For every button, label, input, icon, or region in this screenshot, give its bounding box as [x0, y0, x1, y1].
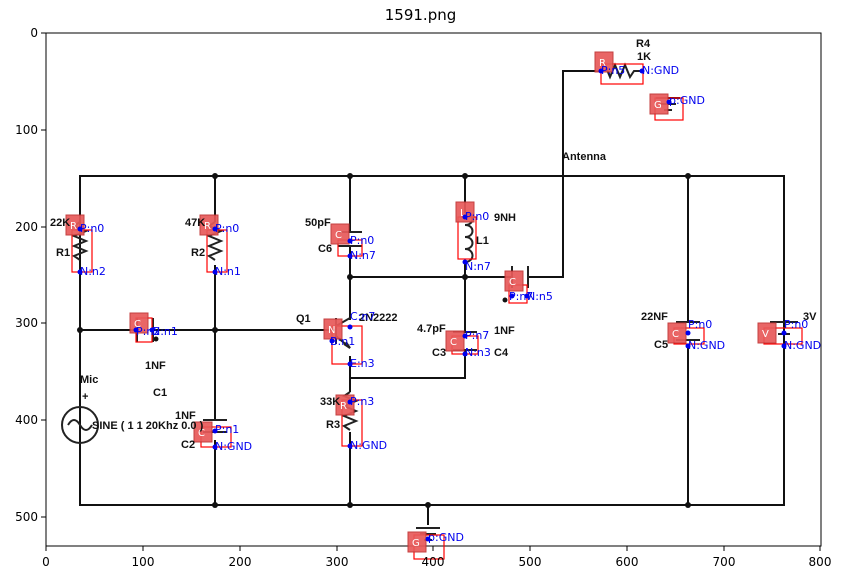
y-tick-200: 200: [15, 220, 38, 234]
badge-v: V: [762, 329, 769, 340]
badge-c6: C: [335, 230, 342, 241]
label-r3-val: 33K: [320, 396, 340, 408]
pin-c1-n: N:n1: [152, 325, 178, 338]
pin-c6-n: N:n7: [350, 249, 376, 262]
label-q1: Q1: [296, 313, 311, 325]
pin-c6-p: P:n0: [350, 234, 374, 247]
pin-r4-n: N:GND: [642, 64, 679, 77]
badge-r3: R: [340, 401, 347, 412]
type-badges: R R C L C N C C C V C R R G G: [65, 51, 777, 553]
badge-c7: C: [509, 277, 516, 288]
badge-c3: C: [450, 337, 457, 348]
junction-dots: [77, 173, 691, 508]
pin-v-n: N:GND: [784, 339, 821, 352]
y-tick-0: 0: [30, 26, 38, 40]
y-tick-500: 500: [15, 510, 38, 524]
label-c3-val: 4.7pF: [417, 323, 446, 335]
pin-c4-p: P:n7: [465, 329, 489, 342]
x-tick-200: 200: [229, 555, 252, 569]
label-l1-val: 9NH: [494, 212, 516, 224]
pin-q1-c: C:n7: [350, 310, 375, 323]
pin-c5-n: N:GND: [688, 339, 725, 352]
label-c6-val: 50pF: [305, 217, 331, 229]
pin-c4-n: N:n3: [465, 346, 491, 359]
label-antenna: Antenna: [562, 151, 607, 163]
badge-c1: C: [134, 319, 141, 330]
label-c5: C5: [654, 339, 668, 351]
label-c5-val: 22NF: [641, 311, 668, 323]
circuit-labels: R4 1K Antenna 22K R1 47K R2 50pF C6 9NH …: [50, 38, 817, 451]
figure-title: 1591.png: [384, 6, 457, 24]
label-q1-part: 2N2222: [359, 312, 398, 324]
x-tick-700: 700: [713, 555, 736, 569]
x-tick-100: 100: [132, 555, 155, 569]
label-c6: C6: [318, 243, 332, 255]
badge-r1: R: [70, 221, 77, 232]
badge-q1: N: [328, 325, 335, 336]
pin-r2-p: P:n0: [215, 222, 239, 235]
label-r2-val: 47K: [185, 217, 205, 229]
axes-frame: [45, 32, 822, 547]
pin-l1-p: P:n0: [465, 210, 489, 223]
x-tick-800: 800: [809, 555, 832, 569]
pin-r1-p: P:n0: [80, 222, 104, 235]
label-r4: R4: [636, 38, 651, 50]
badge-g1: G: [654, 100, 662, 111]
x-axis: 0 100 200 300 400 500 600 700 800: [42, 546, 831, 569]
badge-g2: G: [412, 538, 420, 549]
x-tick-300: 300: [326, 555, 349, 569]
label-r1: R1: [56, 247, 70, 259]
x-tick-500: 500: [519, 555, 542, 569]
pin-q1-e: E:n3: [350, 357, 375, 370]
label-c4-val: 1NF: [494, 325, 515, 337]
pin-r2-n: N:n1: [215, 265, 241, 278]
pin-g1: p:GND: [669, 94, 705, 107]
label-c2-val: 1NF: [175, 410, 196, 422]
label-c2: C2: [181, 439, 195, 451]
pin-r4-p: P:n5: [601, 64, 625, 77]
label-c3: C3: [432, 347, 446, 359]
label-mic: Mic: [80, 374, 98, 386]
badge-l1: L: [460, 208, 466, 219]
pin-c7-p: P:n7: [509, 290, 533, 303]
pin-q1-b: B:n1: [330, 335, 355, 348]
pin-labels: P:n5 N:GND p:GND P:n0 N:n2 P:n0 N:n1 P:n…: [80, 64, 821, 544]
x-tick-0: 0: [42, 555, 50, 569]
badge-c5: C: [672, 329, 679, 340]
label-sine-source: SINE ( 1 1 20Khz 0.0 ): [92, 420, 204, 432]
label-c1: C1: [153, 387, 167, 399]
x-tick-600: 600: [616, 555, 639, 569]
label-plus: +: [82, 391, 88, 403]
pin-c2-p: P:n1: [215, 423, 239, 436]
y-tick-100: 100: [15, 123, 38, 137]
label-c4: C4: [494, 347, 509, 359]
y-axis: 0 100 200 300 400 500: [15, 26, 46, 524]
badge-r4: R: [599, 58, 606, 69]
pin-c7-n: N:n5: [527, 290, 553, 303]
pin-c1-p: P:n2: [136, 325, 160, 338]
y-tick-400: 400: [15, 413, 38, 427]
label-r2: R2: [191, 247, 205, 259]
badge-r2: R: [204, 221, 211, 232]
pin-r3-n: N:GND: [350, 439, 387, 452]
x-tick-400: 400: [422, 555, 445, 569]
pin-g2: p:GND: [428, 531, 464, 544]
label-c1-val: 1NF: [145, 360, 166, 372]
label-r1-val: 22K: [50, 217, 70, 229]
label-r4-val: 1K: [637, 51, 651, 63]
label-v-val: 3V: [803, 311, 817, 323]
pin-c2-n: N:GND: [215, 440, 252, 453]
pin-c5-p: P:n0: [688, 318, 712, 331]
label-l1: L1: [476, 235, 489, 247]
pin-r1-n: N:n2: [80, 265, 106, 278]
y-tick-300: 300: [15, 316, 38, 330]
pin-dots: [77, 68, 787, 542]
badge-c2: C: [198, 428, 205, 439]
label-r3: R3: [326, 419, 340, 431]
pin-r3-p: P:n3: [350, 395, 374, 408]
pin-v-p: P:n0: [784, 318, 808, 331]
pin-l1-n: N:n7: [465, 260, 491, 273]
